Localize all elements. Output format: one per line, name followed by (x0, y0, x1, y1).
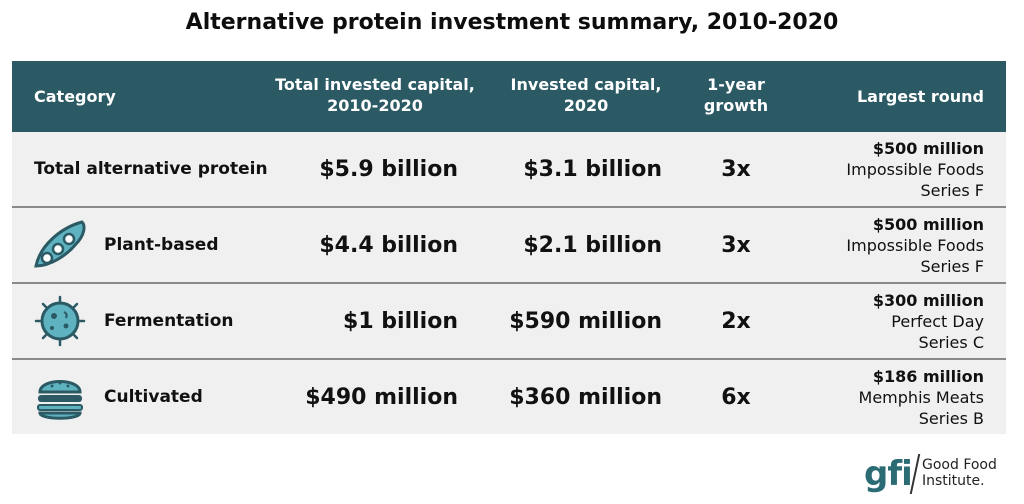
row-invested-2020: $3.1 billion (523, 156, 662, 182)
page-title: Alternative protein investment summary, … (185, 10, 839, 35)
row-invested-2020: $360 million (509, 384, 662, 410)
row-invested-2020: $590 million (509, 308, 662, 334)
table-row-plant-based: Plant-based $4.4 billion $2.1 billion 3x… (12, 208, 1006, 284)
round-series: Series C (918, 332, 984, 352)
table-row-total: Total alternative protein $5.9 billion $… (12, 132, 1006, 208)
table-header: Category Total invested capital, 2010-20… (12, 61, 1006, 132)
row-total-invested: $5.9 billion (319, 156, 458, 182)
logo-line1: Good Food (922, 457, 997, 473)
header-growth-line1: 1-year (707, 75, 765, 94)
row-total-invested: $490 million (305, 384, 458, 410)
row-invested-2020: $2.1 billion (523, 232, 662, 258)
gfi-logo: gfi Good Food Institute. (864, 452, 1004, 496)
logo-text: Good Food Institute. (922, 457, 997, 489)
row-growth: 2x (721, 308, 751, 334)
round-series: Series B (918, 408, 984, 428)
header-total-line2: 2010-2020 (327, 96, 423, 115)
header-growth: 1-year growth (698, 74, 774, 116)
round-company: Memphis Meats (858, 387, 984, 407)
row-largest-round: $186 million Memphis Meats Series B (859, 360, 984, 434)
row-growth: 3x (721, 156, 751, 182)
round-amount: $300 million (872, 290, 984, 310)
row-category: Plant-based (104, 235, 219, 255)
header-invested-line1: Invested capital, (510, 75, 662, 94)
investment-table: Category Total invested capital, 2010-20… (12, 61, 1006, 434)
header-category: Category (34, 87, 116, 106)
round-company: Impossible Foods (846, 159, 984, 179)
round-amount: $186 million (872, 366, 984, 386)
round-company: Impossible Foods (846, 235, 984, 255)
header-invested-2020: Invested capital, 2020 (486, 74, 686, 116)
logo-mark: gfi (864, 454, 913, 494)
round-company: Perfect Day (891, 311, 984, 331)
row-largest-round: $500 million Impossible Foods Series F (846, 208, 984, 282)
row-largest-round: $300 million Perfect Day Series C (873, 284, 984, 358)
row-total-invested: $1 billion (343, 308, 458, 334)
pea-pod-icon (34, 220, 86, 268)
header-total-invested: Total invested capital, 2010-2020 (260, 74, 490, 116)
round-amount: $500 million (872, 214, 984, 234)
header-growth-line2: growth (703, 96, 769, 115)
row-category: Total alternative protein (34, 159, 268, 179)
table-row-fermentation: Fermentation $1 billion $590 million 2x … (12, 284, 1006, 360)
row-growth: 6x (721, 384, 751, 410)
header-largest-round: Largest round (856, 87, 984, 106)
header-invested-line2: 2020 (563, 96, 609, 115)
row-largest-round: $500 million Impossible Foods Series F (846, 132, 984, 206)
row-growth: 3x (721, 232, 751, 258)
logo-line2: Institute. (922, 473, 985, 489)
burger-icon (37, 380, 83, 420)
header-total-line1: Total invested capital, (275, 75, 475, 94)
round-series: Series F (920, 180, 985, 200)
row-category: Cultivated (104, 387, 203, 407)
row-category: Fermentation (104, 311, 234, 331)
round-amount: $500 million (872, 138, 984, 158)
table-row-cultivated: Cultivated $490 million $360 million 6x … (12, 360, 1006, 434)
row-total-invested: $4.4 billion (319, 232, 458, 258)
round-series: Series F (920, 256, 985, 276)
microbe-icon (34, 295, 86, 347)
